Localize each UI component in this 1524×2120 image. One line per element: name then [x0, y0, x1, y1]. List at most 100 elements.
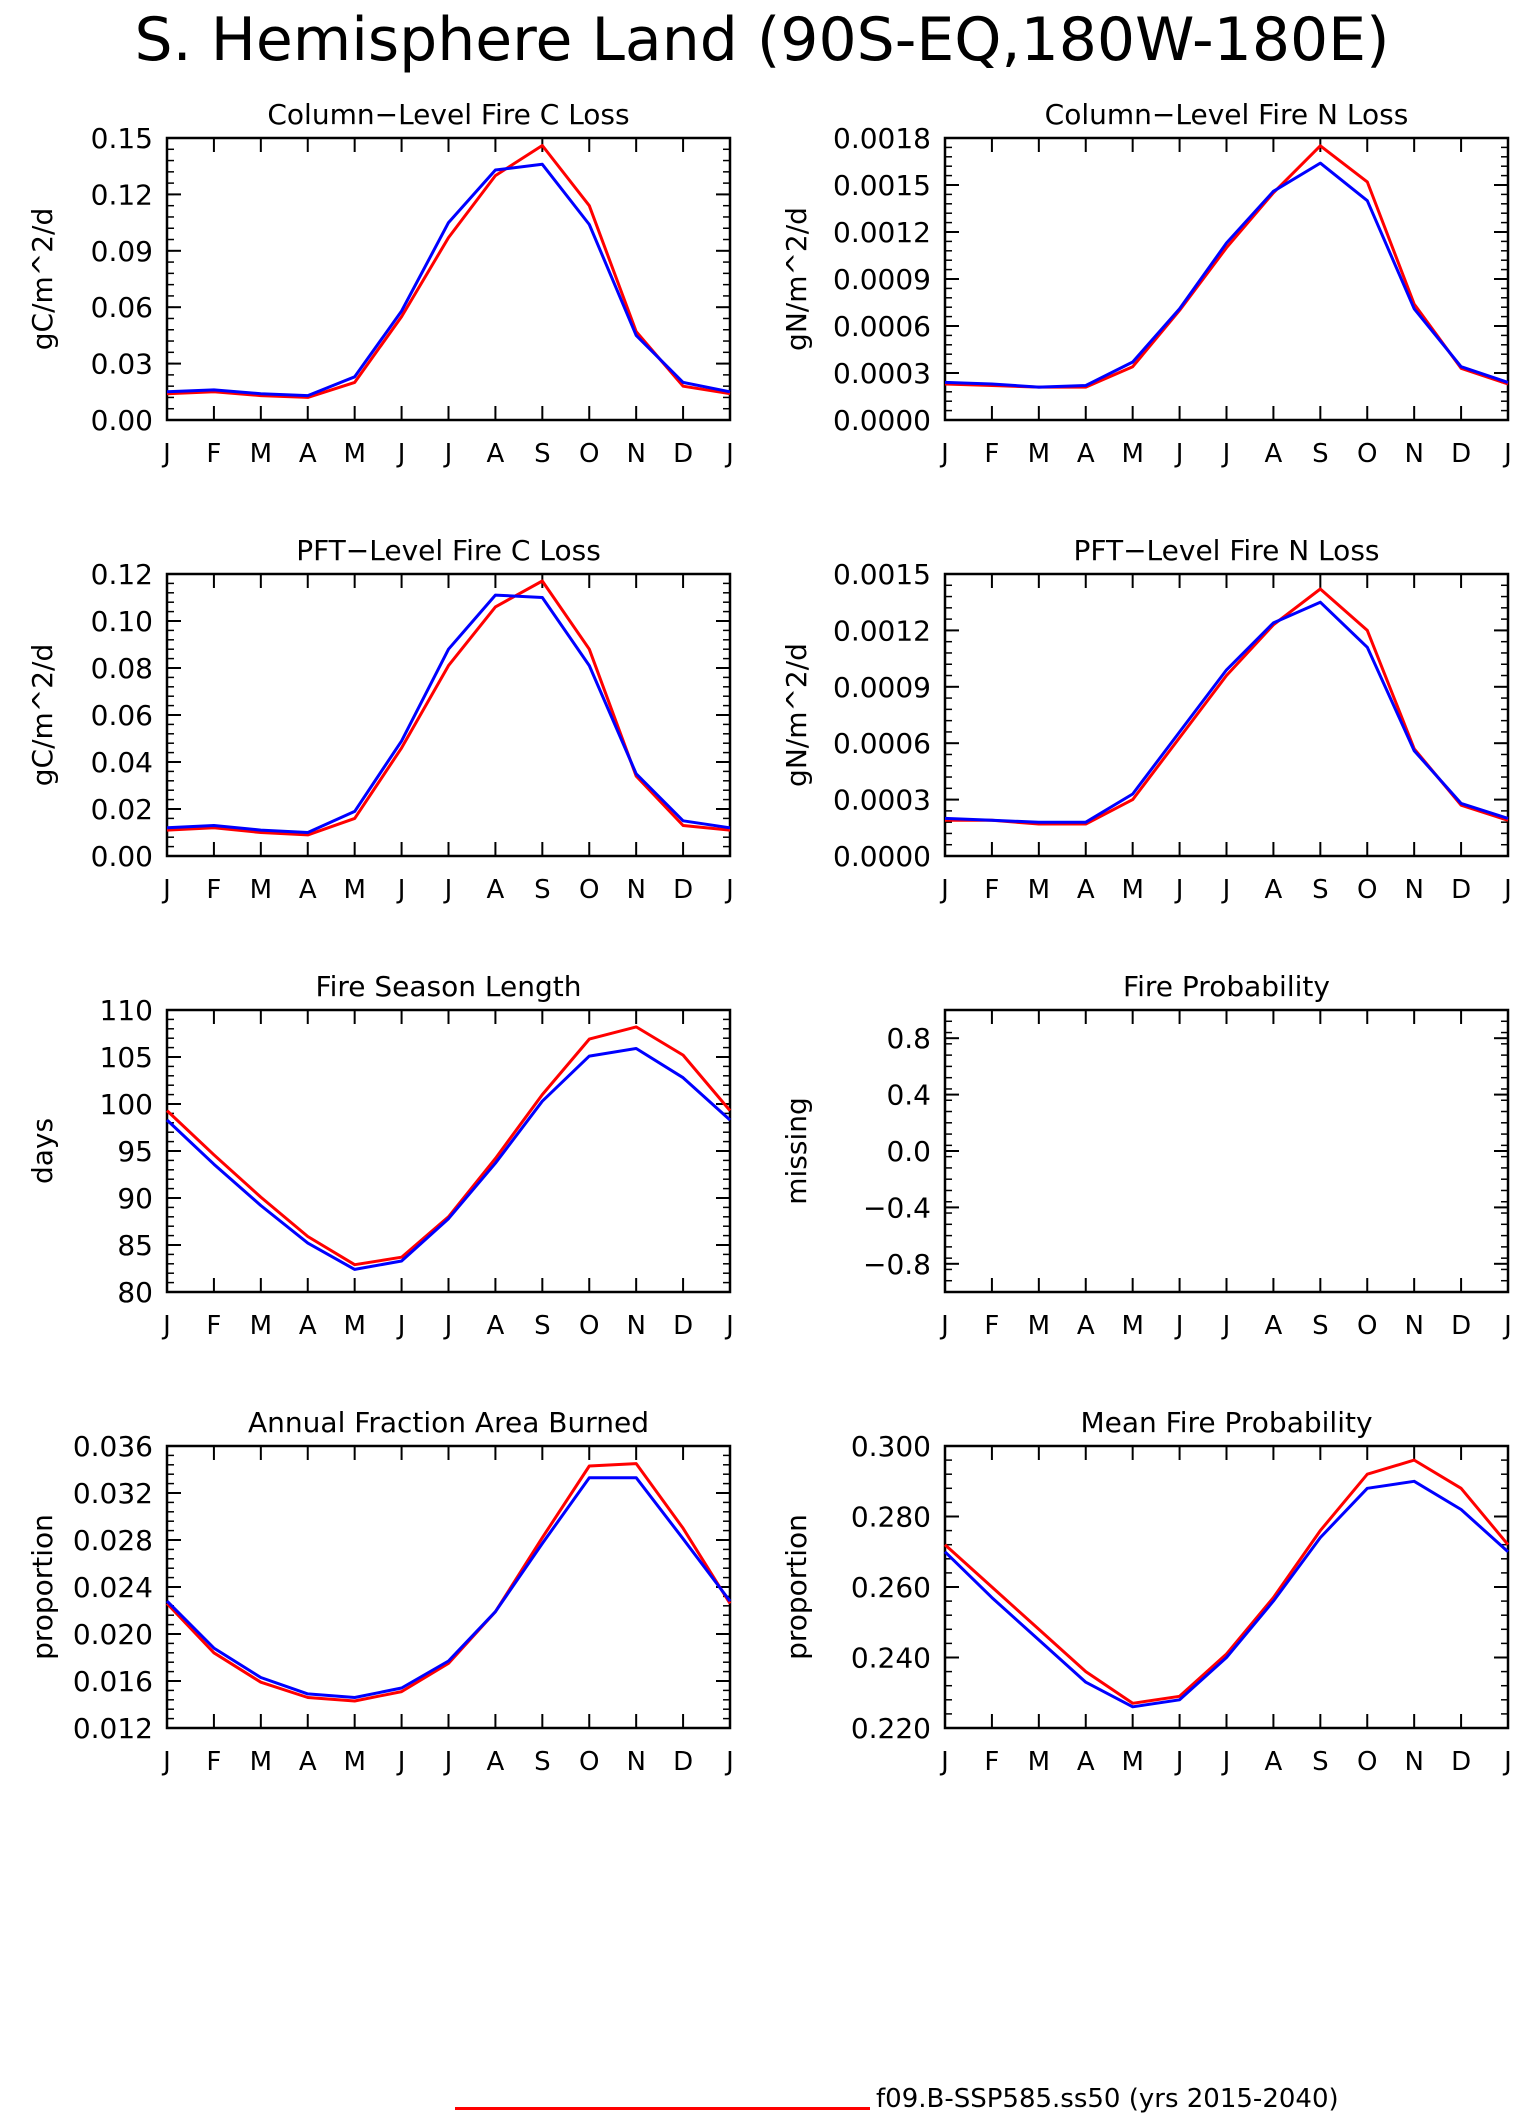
- y-tick-label: 0.260: [851, 1571, 931, 1604]
- x-tick-label: A: [487, 1747, 505, 1777]
- series-line-1: [165, 1025, 732, 1267]
- y-tick-label: 0.300: [851, 1430, 931, 1463]
- y-tick-label: 0.0: [886, 1135, 931, 1168]
- legend-label-case1: f09.B-SSP585.ss50 (yrs 2015-2040): [876, 2084, 1339, 2114]
- x-tick-label: M: [250, 1747, 272, 1777]
- x-tick-label: M: [250, 1311, 272, 1341]
- x-tick-label: N: [1404, 1747, 1423, 1777]
- y-tick-label: 0.12: [91, 558, 153, 591]
- y-axis-label: gN/m^2/d: [780, 643, 813, 787]
- x-tick-label: A: [299, 1747, 317, 1777]
- x-tick-label: M: [250, 875, 272, 905]
- y-tick-label: 105: [100, 1041, 153, 1074]
- x-tick-label: J: [396, 875, 406, 905]
- panel-3: J F M A M J J A S O N D J0.000.020.040.060.080.100.1…: [26, 534, 734, 905]
- y-tick-label: 0.12: [91, 178, 153, 211]
- x-tick-label: A: [1265, 1747, 1283, 1777]
- x-tick-label: J: [443, 875, 453, 905]
- y-tick-label: 95: [117, 1135, 153, 1168]
- plot-frame: [165, 572, 732, 858]
- y-tick-label: 80: [117, 1276, 153, 1309]
- x-tick-label: J: [396, 1311, 406, 1341]
- y-tick-label: 0.04: [91, 746, 153, 779]
- x-tick-label: A: [487, 875, 505, 905]
- x-tick-label: J: [161, 1311, 171, 1341]
- panel-title: PFT−Level Fire C Loss: [296, 534, 601, 567]
- x-tick-label: F: [206, 439, 221, 469]
- plot-frame: [165, 1008, 732, 1294]
- y-tick-label: 0.024: [73, 1571, 153, 1604]
- y-tick-label: 0.08: [91, 652, 153, 685]
- x-tick-label: J: [939, 439, 949, 469]
- legend: f09.B-SSP585.ss50 (yrs 2015-2040): [0, 2080, 1524, 2120]
- x-tick-label: N: [1404, 1311, 1423, 1341]
- y-tick-label: 0.028: [73, 1524, 153, 1557]
- x-tick-label: A: [1265, 439, 1283, 469]
- x-tick-label: M: [343, 439, 365, 469]
- x-tick-label: D: [1451, 1747, 1471, 1777]
- y-tick-label: 0.0012: [833, 614, 931, 647]
- series-line-2: [944, 161, 1509, 389]
- x-tick-label: A: [1077, 1747, 1095, 1777]
- y-tick-label: 100: [100, 1088, 153, 1121]
- y-axis-label: gC/m^2/d: [26, 208, 59, 351]
- y-axis-label: proportion: [780, 1514, 813, 1660]
- x-tick-label: A: [299, 1311, 317, 1341]
- series-line-1: [943, 1458, 1510, 1705]
- x-tick-label: O: [579, 875, 599, 905]
- x-tick-label: S: [1312, 1311, 1329, 1341]
- y-axis-label: days: [26, 1118, 59, 1184]
- x-tick-label: A: [487, 1311, 505, 1341]
- y-tick-label: 0.0015: [833, 558, 931, 591]
- y-tick-label: 0.0012: [833, 216, 931, 249]
- panel-title: Annual Fraction Area Burned: [248, 1406, 649, 1439]
- panel-8: J F M A M J J A S O N D J0.2200.2400.2600.2800.300Me…: [780, 1406, 1512, 1777]
- plot-frame: [943, 572, 1510, 858]
- y-tick-label: 0.06: [91, 699, 153, 732]
- x-tick-label: J: [161, 439, 171, 469]
- x-tick-label: M: [343, 1747, 365, 1777]
- y-tick-label: 0.10: [91, 605, 153, 638]
- x-tick-label: J: [1221, 1311, 1231, 1341]
- panel-title: Fire Probability: [1123, 970, 1330, 1003]
- x-tick-label: J: [443, 1311, 453, 1341]
- x-tick-label: A: [1265, 1311, 1283, 1341]
- x-tick-label: S: [1312, 439, 1329, 469]
- x-tick-label: J: [1502, 875, 1512, 905]
- x-tick-label: D: [1451, 439, 1471, 469]
- y-tick-label: 0.0015: [833, 169, 931, 202]
- x-tick-label: S: [1312, 875, 1329, 905]
- y-tick-label: 0.016: [73, 1665, 153, 1698]
- series-line-2: [166, 162, 731, 398]
- x-tick-label: M: [1028, 875, 1050, 905]
- plot-frame: [165, 136, 732, 422]
- y-tick-label: 0.00: [91, 404, 153, 437]
- x-tick-label: J: [396, 1747, 406, 1777]
- x-tick-label: J: [396, 439, 406, 469]
- x-tick-label: F: [984, 1311, 999, 1341]
- series-line-1: [944, 144, 1509, 389]
- x-tick-label: S: [534, 439, 551, 469]
- x-tick-label: S: [534, 1311, 551, 1341]
- x-tick-label: A: [1077, 1311, 1095, 1341]
- panel-title: PFT−Level Fire N Loss: [1073, 534, 1379, 567]
- x-tick-label: F: [984, 1747, 999, 1777]
- y-axis-label: gC/m^2/d: [26, 644, 59, 787]
- x-tick-label: N: [626, 1311, 645, 1341]
- x-tick-label: F: [206, 875, 221, 905]
- plot-frame: [943, 1008, 1510, 1294]
- y-tick-label: 85: [117, 1229, 153, 1262]
- y-tick-label: 0.0003: [833, 784, 931, 817]
- x-tick-label: D: [673, 1311, 693, 1341]
- y-tick-label: 0.09: [91, 235, 153, 268]
- x-tick-label: J: [724, 1747, 734, 1777]
- x-tick-label: A: [1077, 439, 1095, 469]
- x-tick-label: D: [673, 875, 693, 905]
- x-tick-label: J: [1174, 1311, 1184, 1341]
- x-tick-label: J: [1221, 1747, 1231, 1777]
- x-tick-label: J: [1174, 439, 1184, 469]
- x-tick-label: J: [161, 1747, 171, 1777]
- panel-4: J F M A M J J A S O N D J0.00000.00030.00060.00090.0…: [780, 534, 1512, 905]
